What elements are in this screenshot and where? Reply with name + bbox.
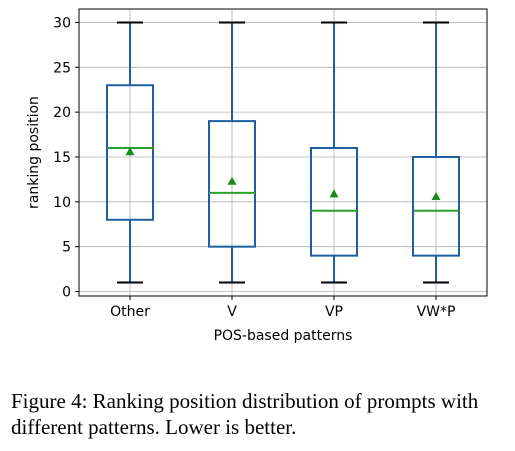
box-plot-chart: 0 5 10 15 20 25 30 Other V VP VW*P POS-based patte… [26, 8, 488, 344]
y-axis-label: ranking position [26, 96, 42, 209]
iqr-box [310, 147, 358, 257]
box-vp [310, 21, 358, 284]
y-tick-label: 5 [62, 240, 71, 256]
x-tick-label: V [227, 304, 237, 320]
iqr-box [106, 84, 154, 221]
box-other [106, 21, 154, 284]
x-tick-label: VP [325, 304, 343, 320]
boxes [106, 21, 460, 284]
grid-lines [79, 9, 487, 296]
y-tick-label: 10 [53, 195, 71, 211]
y-tick-label: 30 [53, 15, 71, 31]
box-v [208, 21, 256, 284]
x-tick-label: Other [110, 304, 150, 320]
x-axis-label: POS-based patterns [214, 328, 353, 344]
y-tick-label: 15 [53, 150, 71, 166]
plot-frame [78, 8, 488, 297]
y-tick-label: 20 [53, 105, 71, 121]
iqr-box [208, 120, 256, 248]
mean-marker [227, 176, 237, 185]
y-tick-label: 0 [62, 285, 71, 301]
ticks: 0 5 10 15 20 25 30 Other V VP VW*P [53, 15, 455, 320]
y-tick-label: 25 [53, 60, 71, 76]
mean-marker [431, 191, 441, 201]
mean-marker [329, 189, 339, 198]
x-tick-label: VW*P [417, 304, 456, 320]
mean-marker [125, 147, 135, 156]
box-vw-p [412, 21, 460, 284]
figure-caption: Figure 4: Ranking position distribution … [11, 389, 479, 439]
iqr-box [412, 155, 460, 257]
